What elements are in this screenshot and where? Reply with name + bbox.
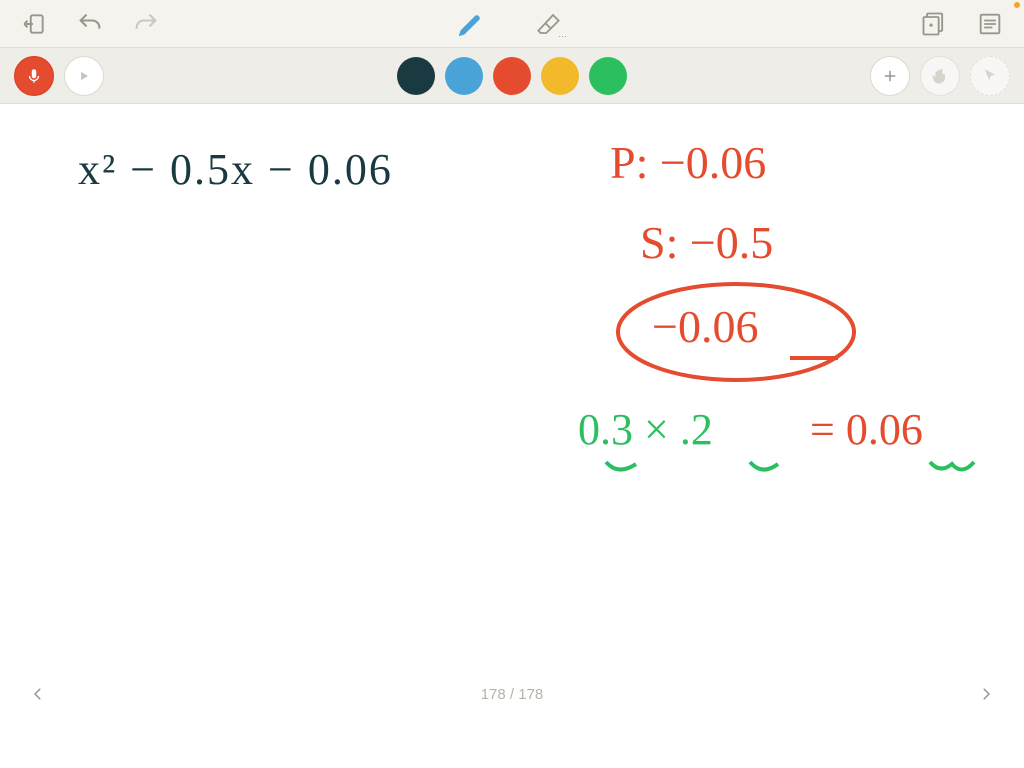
status-dot [1014,2,1020,8]
pencil-tool[interactable] [453,6,489,42]
footer: 178 / 178 [0,676,1024,712]
color-palette [397,57,627,95]
undo-button[interactable] [72,6,108,42]
redo-button[interactable] [128,6,164,42]
color-green[interactable] [589,57,627,95]
product-text: P: −0.06 [610,136,766,189]
pointer-tool[interactable] [970,56,1010,96]
factors-red: = 0.06 [810,404,923,455]
hand-tool[interactable] [920,56,960,96]
color-darkteal[interactable] [397,57,435,95]
color-blue[interactable] [445,57,483,95]
equation-text: x² − 0.5x − 0.06 [78,144,393,195]
sum-text: S: −0.5 [640,216,773,269]
factor-swooshes [578,456,1018,486]
record-button[interactable] [14,56,54,96]
factors-green: 0.3 × .2 [578,404,713,455]
second-toolbar [0,48,1024,104]
play-button[interactable] [64,56,104,96]
top-toolbar: … [0,0,1024,48]
color-yellow[interactable] [541,57,579,95]
notes-icon[interactable] [972,6,1008,42]
whiteboard-canvas[interactable]: x² − 0.5x − 0.06 P: −0.06 S: −0.5 −0.06 … [0,104,1024,724]
color-red[interactable] [493,57,531,95]
page-indicator: 178 / 178 [481,686,544,703]
circled-underline [790,354,850,364]
add-button[interactable] [870,56,910,96]
next-page-button[interactable] [968,676,1004,712]
prev-page-button[interactable] [20,676,56,712]
exit-button[interactable] [16,6,52,42]
eraser-tool[interactable]: … [535,6,571,42]
pages-icon[interactable] [916,6,952,42]
circled-text: −0.06 [652,300,758,353]
